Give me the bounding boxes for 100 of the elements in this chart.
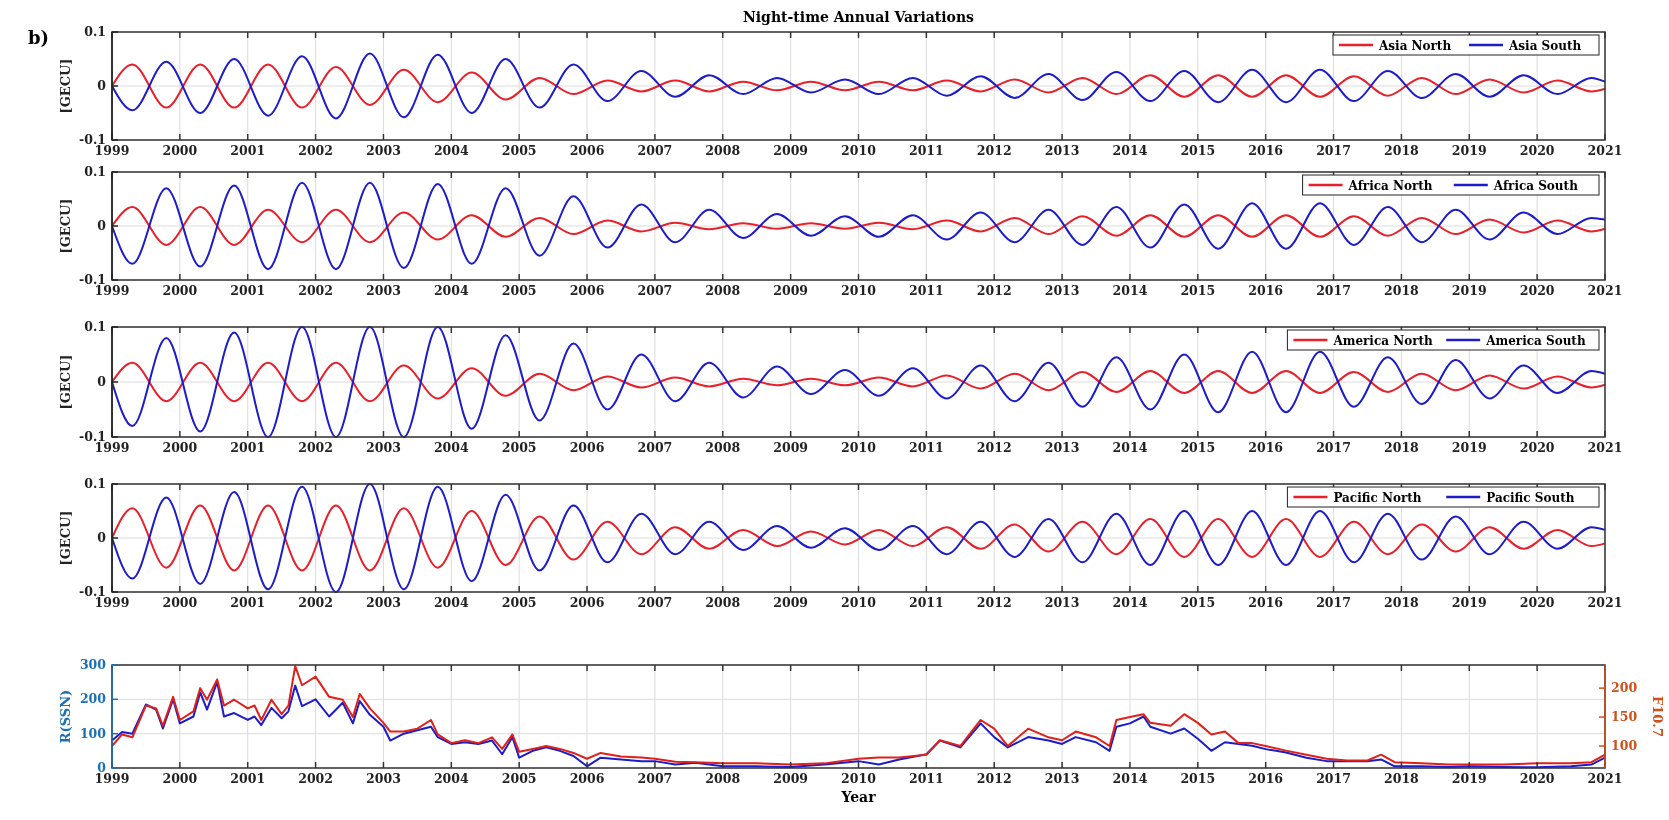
chart-title: Night-time Annual Variations	[743, 9, 975, 25]
x-tick-label: 2008	[705, 283, 741, 298]
y-tick-label: 0.1	[84, 24, 106, 39]
x-tick-label: 2012	[976, 595, 1012, 610]
x-tick-label: 2021	[1587, 283, 1623, 298]
line-series	[111, 63, 1606, 109]
x-tick-label: 2003	[366, 283, 401, 298]
legend-label: Pacific South	[1486, 490, 1575, 505]
x-tick-label: 2018	[1384, 771, 1420, 786]
x-tick-label: 2010	[841, 595, 877, 610]
x-tick-label: 2002	[298, 283, 333, 298]
legend-label: Africa North	[1347, 178, 1433, 193]
line-series	[111, 681, 1606, 769]
y-axis-title: [GECU]	[58, 510, 73, 566]
x-tick-label: 2016	[1248, 440, 1284, 455]
x-tick-label: 2000	[162, 595, 198, 610]
line-series	[111, 206, 1606, 246]
y-tick-label: 0	[97, 374, 107, 389]
x-tick-label: 2005	[501, 440, 537, 455]
x-tick-label: 2012	[976, 440, 1012, 455]
x-tick-label: 2013	[1044, 595, 1080, 610]
x-tick-label: 2006	[569, 595, 605, 610]
y-tick-label: 0.1	[84, 476, 106, 491]
x-tick-label: 2013	[1044, 143, 1080, 158]
x-tick-label: 2013	[1044, 771, 1080, 786]
x-tick-label: 2001	[230, 595, 266, 610]
x-tick-label: 2007	[637, 143, 673, 158]
x-tick-label: 2020	[1519, 771, 1555, 786]
x-tick-label: 2011	[908, 143, 944, 158]
x-tick-label: 2015	[1180, 440, 1216, 455]
x-tick-label: 2010	[841, 143, 877, 158]
x-tick-label: 2006	[569, 143, 605, 158]
x-tick-label: 2003	[366, 440, 401, 455]
x-tick-label: 2002	[298, 595, 333, 610]
x-tick-label: 2016	[1248, 143, 1284, 158]
x-tick-label: 2003	[366, 771, 401, 786]
x-tick-label: 2000	[162, 771, 198, 786]
x-tick-label: 2008	[705, 771, 741, 786]
x-tick-label: 2021	[1587, 440, 1623, 455]
x-tick-label: 2014	[1112, 440, 1148, 455]
x-tick-label: 2007	[637, 440, 673, 455]
y-tick-label: 0.1	[84, 319, 106, 334]
x-tick-label: 2013	[1044, 283, 1080, 298]
x-tick-label: 2015	[1180, 143, 1216, 158]
legend-label: Asia North	[1378, 38, 1452, 53]
x-tick-label: 2001	[230, 771, 266, 786]
x-tick-label: 2009	[773, 771, 809, 786]
y2-axis-title: F10.7	[1650, 696, 1665, 737]
x-tick-label: 2008	[705, 595, 741, 610]
x-tick-label: 2002	[298, 771, 333, 786]
x-tick-label: 2015	[1180, 771, 1216, 786]
x-tick-label: 2002	[298, 440, 333, 455]
x-tick-label: 2001	[230, 143, 266, 158]
x-tick-label: 2017	[1316, 143, 1351, 158]
x-tick-label: 2005	[501, 143, 537, 158]
x-axis-title: Year	[840, 789, 877, 805]
x-tick-label: 2021	[1587, 143, 1623, 158]
x-tick-label: 2007	[637, 283, 673, 298]
x-tick-label: 2014	[1112, 143, 1148, 158]
legend-label: Africa South	[1492, 178, 1579, 193]
y-axis-title: [GECU]	[58, 354, 73, 410]
x-tick-label: 2000	[162, 440, 198, 455]
text: b)	[28, 27, 50, 48]
y-tick-label: 0	[97, 530, 107, 545]
x-tick-label: 2017	[1316, 283, 1351, 298]
x-tick-label: 2011	[908, 440, 944, 455]
x-tick-label: 2018	[1384, 440, 1420, 455]
x-tick-label: 2012	[976, 771, 1012, 786]
y-axis-title: [GECU]	[58, 198, 73, 254]
x-tick-label: 2020	[1519, 283, 1555, 298]
x-tick-label: 2005	[501, 283, 537, 298]
legend-label: America South	[1485, 333, 1586, 348]
x-tick-label: 2004	[433, 143, 470, 158]
y2-tick-label: 150	[1611, 709, 1638, 725]
line-series	[111, 361, 1606, 403]
line-series	[111, 326, 1606, 438]
x-tick-label: 2020	[1519, 440, 1555, 455]
x-tick-label: 2016	[1248, 283, 1284, 298]
x-tick-label: 2021	[1587, 771, 1623, 786]
y-tick-label: 300	[79, 657, 107, 672]
x-tick-label: 2017	[1316, 595, 1351, 610]
x-tick-label: 2020	[1519, 143, 1555, 158]
x-tick-label: 2014	[1112, 595, 1148, 610]
x-tick-label: 2006	[569, 440, 605, 455]
y-axis-title: [GECU]	[58, 58, 73, 114]
x-tick-label: 2015	[1180, 595, 1216, 610]
x-tick-label: 2008	[705, 440, 741, 455]
x-tick-label: 2014	[1112, 283, 1148, 298]
line-series	[111, 52, 1606, 120]
y-tick-label: 200	[79, 691, 107, 707]
x-tick-label: 2021	[1587, 595, 1623, 610]
x-tick-label: 2000	[162, 283, 198, 298]
x-tick-label: 2019	[1451, 440, 1487, 455]
x-tick-label: 2020	[1519, 595, 1555, 610]
x-tick-label: 2000	[162, 143, 198, 158]
x-tick-label: 2001	[230, 283, 266, 298]
x-tick-label: 2014	[1112, 771, 1148, 786]
x-tick-label: 2012	[976, 143, 1012, 158]
x-tick-label: 2016	[1248, 595, 1284, 610]
x-tick-label: 2017	[1316, 771, 1351, 786]
